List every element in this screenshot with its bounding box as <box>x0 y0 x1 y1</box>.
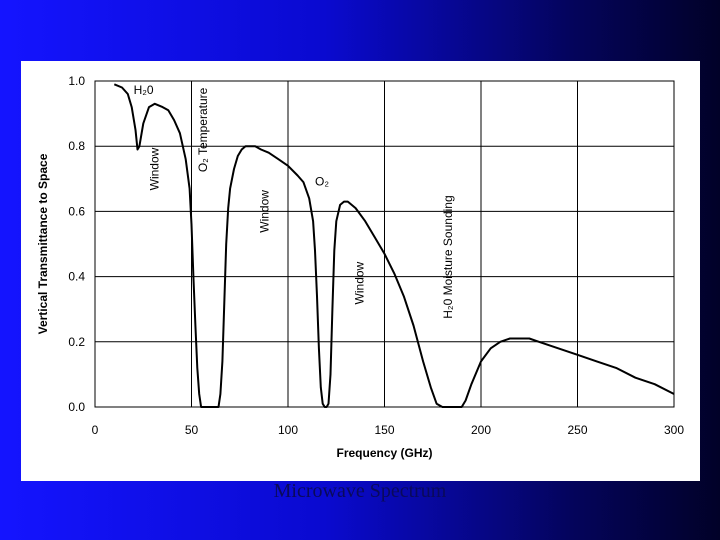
plot-border <box>94 80 675 408</box>
grid-lines <box>95 81 674 407</box>
y-tick-label: 0.6 <box>68 204 85 218</box>
y-tick-label: 0.2 <box>68 335 85 349</box>
transmittance-line <box>113 83 675 408</box>
y-tick-label: 0.4 <box>68 270 85 284</box>
x-tick-label: 200 <box>471 423 491 437</box>
x-tick-label: 300 <box>664 423 684 437</box>
x-tick-label: 100 <box>278 423 298 437</box>
x-tick-label: 0 <box>92 423 99 437</box>
y-tick-label: 0.0 <box>68 400 85 414</box>
chart-annotation: H₂0 Moisture Sounding <box>441 195 455 318</box>
y-axis-label: Vertical Transmittance to Space <box>36 153 50 334</box>
chart-annotation: O₂ Temperature <box>196 87 210 172</box>
x-tick-label: 50 <box>185 423 199 437</box>
chart-annotation: Window <box>148 147 162 190</box>
tick-labels: 0 50 100 150 200 250 300 0.0 0.2 0.4 0.6 0.8 1.0 <box>68 74 684 437</box>
chart-annotation: H₂0 <box>134 83 154 97</box>
y-tick-label: 1.0 <box>68 74 85 88</box>
series-layer <box>113 83 675 408</box>
chart-figure: 0 50 100 150 200 250 300 0.0 0.2 0.4 0.6 0.8 1.0 H₂0… <box>21 61 700 481</box>
chart-annotation: Window <box>258 190 272 233</box>
y-tick-label: 0.8 <box>68 139 85 153</box>
chart-annotation: Window <box>352 261 366 304</box>
x-axis-label: Frequency (GHz) <box>336 446 432 460</box>
x-tick-label: 250 <box>567 423 587 437</box>
chart-annotation: O₂ <box>315 174 329 188</box>
annotations: H₂0 Window O₂ Temperature Window O₂ Window H₂0… <box>134 83 455 319</box>
slide-caption: Microwave Spectrum <box>273 480 447 502</box>
x-tick-label: 150 <box>374 423 394 437</box>
transmittance-chart: 0 50 100 150 200 250 300 0.0 0.2 0.4 0.6 0.8 1.0 H₂0… <box>36 74 684 460</box>
